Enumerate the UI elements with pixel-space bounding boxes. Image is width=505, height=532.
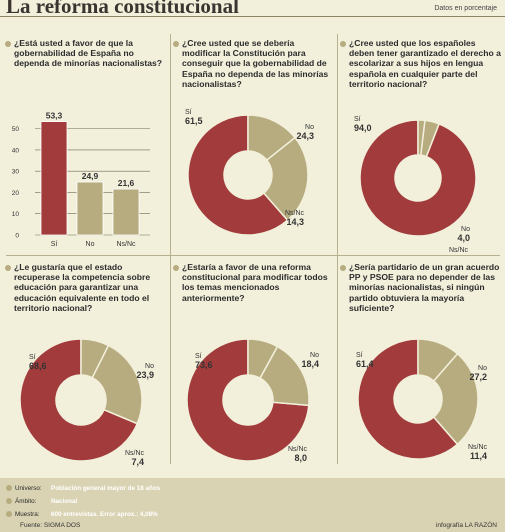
bullet-icon bbox=[173, 265, 179, 271]
footer-row-universo: Universo: Población general mayor de 18 a… bbox=[6, 485, 160, 492]
slice-category-label: Ns/Nc bbox=[449, 247, 469, 253]
bullet-icon bbox=[6, 511, 12, 518]
slice-category-label: Ns/Nc bbox=[288, 446, 308, 453]
slice-category-label: No bbox=[478, 365, 487, 372]
donut-slice bbox=[417, 338, 459, 382]
title-rule bbox=[0, 16, 505, 17]
donut-slice bbox=[432, 352, 479, 446]
slice-value-label: 68,6 bbox=[29, 361, 47, 371]
footer-row-muestra: Muestra: 600 entrevistas. Error aprox.: 4… bbox=[6, 511, 158, 518]
donut-slice bbox=[259, 345, 310, 407]
donut-slice bbox=[417, 119, 426, 156]
donut-slice bbox=[247, 114, 296, 162]
bullet-icon bbox=[5, 41, 11, 47]
bar bbox=[112, 188, 140, 236]
donut-slice bbox=[247, 338, 279, 380]
donut-slice bbox=[187, 114, 289, 236]
slice-category-label: Sí bbox=[29, 354, 36, 361]
source-note: Fuente: SIGMA DOS bbox=[20, 522, 81, 529]
bar bbox=[76, 181, 104, 236]
donut-slice bbox=[91, 344, 143, 425]
slice-category-label: No bbox=[461, 226, 470, 233]
slice-category-label: No bbox=[310, 352, 319, 359]
y-tick-label: 30 bbox=[12, 169, 20, 176]
x-tick-label: No bbox=[86, 241, 95, 248]
slice-category-label: Ns/Nc bbox=[285, 210, 305, 217]
bullet-icon bbox=[6, 485, 12, 492]
slice-value-label: 61,5 bbox=[185, 116, 203, 126]
y-tick-label: 0 bbox=[15, 233, 19, 240]
bullet-icon bbox=[5, 265, 11, 271]
row-divider bbox=[6, 255, 500, 256]
column-divider bbox=[170, 34, 171, 464]
panel-reforma-constitucional: ¿Estaría a favor de una reforma constitu… bbox=[173, 262, 338, 477]
slice-value-label: 94,0 bbox=[354, 123, 372, 133]
slice-category-label: Sí bbox=[185, 109, 192, 116]
donut-slice bbox=[186, 338, 310, 462]
slice-value-label: 7,4 bbox=[131, 457, 144, 467]
slice-category-label: Sí bbox=[356, 352, 363, 359]
y-tick-label: 20 bbox=[12, 190, 20, 197]
donut-slice bbox=[80, 338, 110, 379]
slice-category-label: Ns/Nc bbox=[468, 444, 488, 451]
slice-value-label: 73,6 bbox=[195, 360, 213, 370]
slice-value-label: 61,4 bbox=[356, 359, 374, 369]
donut-slice bbox=[262, 136, 309, 222]
x-tick-label: Sí bbox=[51, 241, 58, 248]
slice-value-label: 11,4 bbox=[470, 451, 487, 461]
panel-gobernabilidad: ¿Está usted a favor de que la gobernabil… bbox=[5, 38, 170, 253]
donut-slice bbox=[359, 119, 477, 237]
slice-value-label: 23,9 bbox=[136, 370, 154, 380]
y-tick-label: 10 bbox=[12, 211, 20, 218]
slice-value-label: 14,3 bbox=[286, 217, 304, 227]
slice-category-label: Sí bbox=[195, 353, 202, 360]
bar bbox=[40, 121, 68, 236]
question-text: ¿Cree usted que se debería modificar la … bbox=[182, 38, 329, 89]
panel-modificar-constitucion: ¿Cree usted que se debería modificar la … bbox=[173, 38, 338, 253]
methodology-footer: Universo: Población general mayor de 18 a… bbox=[0, 478, 505, 532]
bar-value-label: 21,6 bbox=[118, 178, 135, 188]
bullet-icon bbox=[173, 41, 179, 47]
slice-category-label: Ns/Nc bbox=[125, 450, 145, 457]
panel-acuerdo-pp-psoe: ¿Sería partidario de un gran acuerdo PP … bbox=[340, 262, 505, 477]
slice-value-label: 24,3 bbox=[296, 131, 314, 141]
page-title: La reforma constitucional bbox=[6, 0, 239, 18]
x-tick-label: Ns/Nc bbox=[116, 241, 136, 248]
units-note: Datos en porcentaje bbox=[434, 5, 497, 12]
bar-value-label: 53,3 bbox=[46, 111, 63, 121]
footer-row-ambito: Ámbito: Nacional bbox=[6, 498, 77, 505]
panel-competencia-educacion: ¿Le gustaría que el estado recuperase la… bbox=[5, 262, 170, 477]
slice-category-label: No bbox=[305, 124, 314, 131]
slice-category-label: No bbox=[145, 363, 154, 370]
y-tick-label: 50 bbox=[12, 126, 20, 133]
slice-value-label: 27,2 bbox=[469, 372, 487, 382]
bar-value-label: 24,9 bbox=[82, 171, 99, 181]
credit-note: infografía LA RAZÓN bbox=[435, 522, 497, 529]
donut-slice bbox=[357, 338, 459, 460]
panel-lengua-espanola: ¿Cree usted que los españoles deben tene… bbox=[340, 38, 505, 253]
bullet-icon bbox=[340, 265, 346, 271]
donut-slice bbox=[19, 338, 139, 462]
slice-category-label: Sí bbox=[354, 116, 361, 123]
slice-value-label: 4,0 bbox=[457, 233, 470, 243]
slice-value-label: 8,0 bbox=[294, 453, 307, 463]
question-text: ¿Le gustaría que el estado recuperase la… bbox=[14, 262, 151, 313]
bar-chart: 0 10 20 30 40 50 53,3 Sí 24,9 No 21,6 Ns/Nc bbox=[12, 111, 150, 248]
slice-value-label: 18,4 bbox=[301, 359, 319, 369]
column-divider bbox=[337, 34, 338, 464]
question-text: ¿Cree usted que los españoles deben tene… bbox=[349, 38, 501, 89]
bullet-icon bbox=[340, 41, 346, 47]
bullet-icon bbox=[6, 498, 12, 505]
question-text: ¿Estaría a favor de una reforma constitu… bbox=[182, 262, 328, 303]
question-text: ¿Sería partidario de un gran acuerdo PP … bbox=[349, 262, 500, 313]
y-tick-label: 40 bbox=[12, 147, 20, 154]
question-text: ¿Está usted a favor de que la gobernabil… bbox=[14, 38, 163, 69]
